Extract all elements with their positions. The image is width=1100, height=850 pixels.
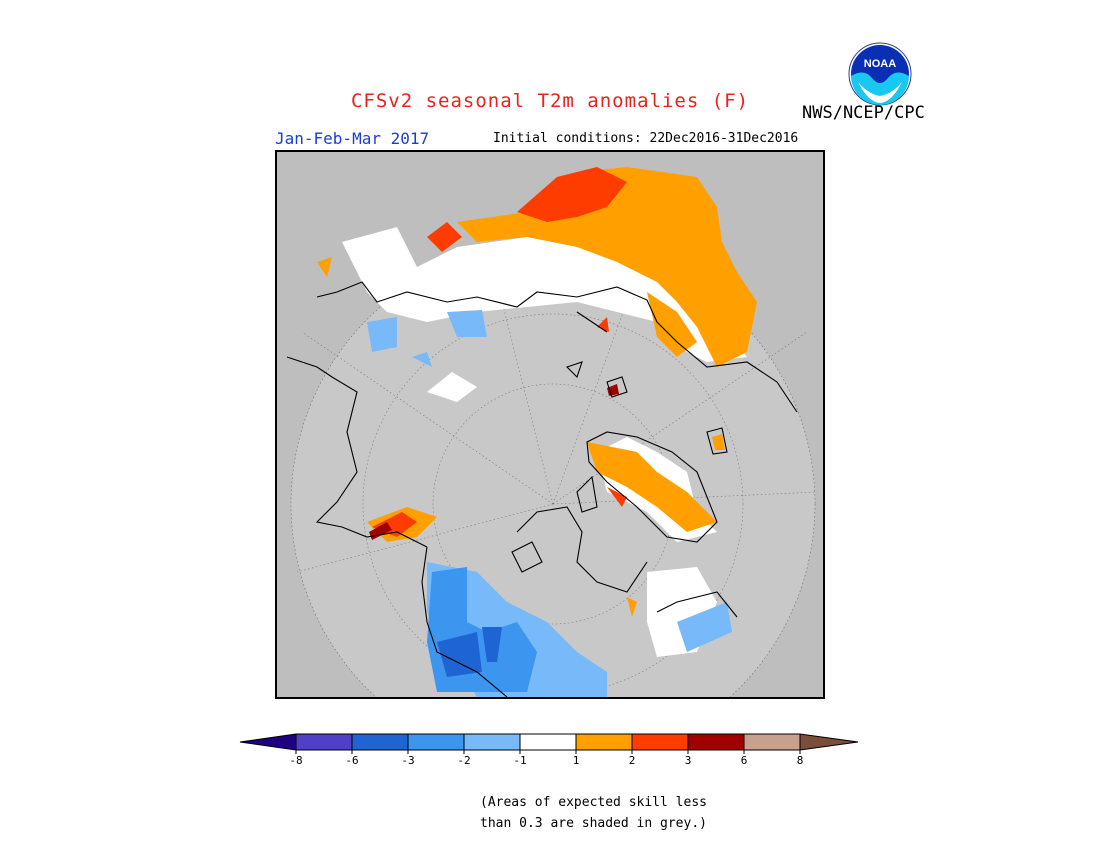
colorbar-tick-label: 6 [741, 754, 748, 767]
map-panel [275, 150, 825, 699]
map-title: CFSv2 seasonal T2m anomalies (F) [350, 90, 750, 112]
skill-note-line-2: than 0.3 are shaded in grey.) [480, 816, 707, 831]
colorbar-swatch-3 [408, 734, 464, 750]
colorbar-swatches [240, 734, 858, 750]
colorbar-tick-label: -8 [289, 754, 302, 767]
agency-label: NWS/NCEP/CPC [802, 103, 925, 123]
colorbar-tick-label: 1 [573, 754, 580, 767]
colorbar-swatch-5 [520, 734, 576, 750]
logo-text: NOAA [864, 58, 896, 70]
colorbar-swatch-2 [352, 734, 408, 750]
colorbar-swatch-7 [632, 734, 688, 750]
colorbar-tick-labels: -8 -6 -3 -2 -1 1 2 3 6 8 [289, 754, 803, 767]
colorbar-tick-label: -2 [457, 754, 470, 767]
polar-map [286, 167, 818, 697]
colorbar-tick-label: -3 [401, 754, 414, 767]
colorbar-swatch-8 [688, 734, 744, 750]
colorbar-swatch-1 [296, 734, 352, 750]
colorbar-swatch-0 [240, 734, 296, 750]
colorbar-tick-label: 3 [685, 754, 692, 767]
coastlines [286, 281, 798, 697]
skill-note: (Areas of expected skill less than 0.3 ar… [480, 792, 707, 834]
skill-note-line-1: (Areas of expected skill less [480, 795, 707, 810]
colorbar-dividers [295, 734, 801, 754]
colorbar-tick-label: 8 [797, 754, 804, 767]
colorbar-tick-label: -6 [345, 754, 358, 767]
initial-conditions: Initial conditions: 22Dec2016-31Dec2016 [493, 131, 799, 146]
colorbar: -8 -6 -3 -2 -1 1 2 3 6 8 [239, 733, 859, 767]
colorbar-tick-label: 2 [629, 754, 636, 767]
colorbar-swatch-6 [576, 734, 632, 750]
forecast-period: Jan-Feb-Mar 2017 [275, 129, 430, 148]
colorbar-swatch-9 [744, 734, 800, 750]
colorbar-swatch-4 [464, 734, 520, 750]
colorbar-tick-label: -1 [513, 754, 526, 767]
noaa-logo-icon: NOAA [848, 42, 912, 106]
anomaly-minus-3-6 [437, 627, 502, 677]
colorbar-swatch-10 [800, 734, 858, 750]
